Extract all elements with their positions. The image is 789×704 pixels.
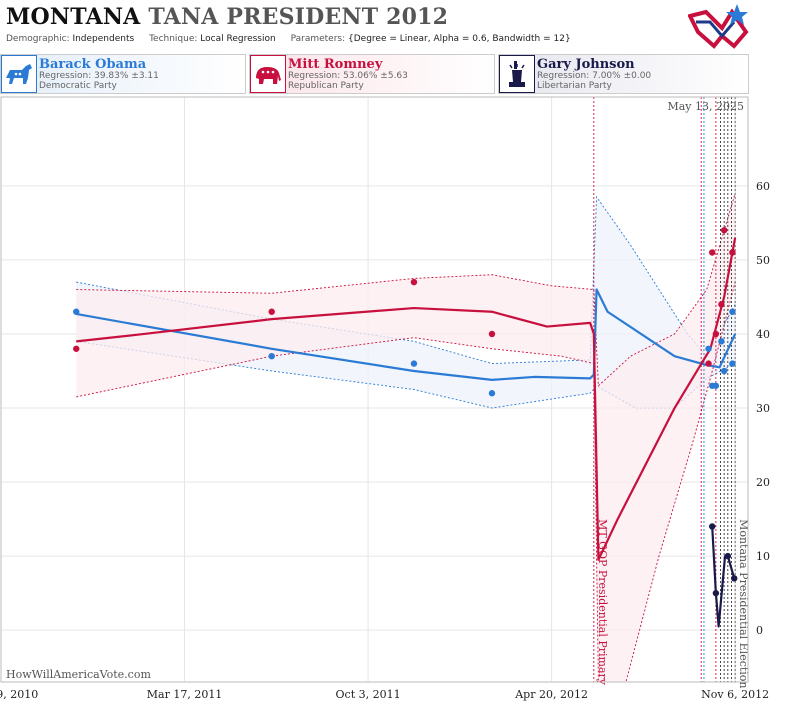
candidate-name: Barack Obama [39, 57, 147, 72]
candidate-party: Republican Party [288, 81, 364, 91]
poll-point [720, 367, 728, 375]
poll-point [705, 360, 712, 367]
poll-point [729, 308, 736, 315]
plot-frame [0, 96, 749, 683]
donkey-icon [1, 55, 37, 93]
poll-point [705, 345, 712, 352]
poll-point [709, 249, 716, 256]
header: MONTANA TANA PRESIDENT 2012 Demographic:… [0, 0, 789, 52]
band-lower-line [76, 282, 736, 683]
poll-point [709, 523, 716, 530]
candidate-name: Mitt Romney [288, 57, 383, 72]
poll-point [729, 360, 736, 367]
y-tick-label: 30 [756, 402, 770, 415]
poll-point [73, 308, 80, 315]
poll-point [724, 552, 732, 560]
candidate-regression: Regression: 7.00% ±0.00 [537, 71, 652, 81]
x-tick-label: Mar 17, 2011 [147, 688, 223, 701]
candidate-card-obama[interactable]: Barack Obama Regression: 39.83% ±3.11 De… [0, 54, 246, 94]
y-tick-label: 0 [756, 624, 763, 637]
event-label: Montana Presidential Election [737, 519, 750, 688]
poll-point [73, 345, 80, 352]
poll-point [410, 278, 418, 286]
candidate-regression: Regression: 53.06% ±5.63 [288, 71, 408, 81]
poll-points [73, 227, 738, 597]
y-tick-label: 10 [756, 550, 770, 563]
candidate-party: Democratic Party [39, 81, 117, 91]
parameters-line: Demographic: Independents Technique: Loc… [6, 34, 571, 44]
x-tick-label: Apr 20, 2012 [514, 688, 588, 701]
poll-point [712, 330, 720, 338]
statue-of-liberty-icon [499, 55, 535, 93]
poll-point [718, 301, 725, 308]
parameters-label: Parameters: [290, 34, 346, 44]
y-tick-label: 50 [756, 254, 770, 267]
event-label: MT GOP Presidential Primary [596, 519, 609, 686]
candidate-regression: Regression: 39.83% ±3.11 [39, 71, 159, 81]
demographic-value: Independents [72, 34, 135, 44]
poll-point [712, 589, 720, 597]
poll-point [712, 382, 720, 389]
poll-point [268, 308, 275, 315]
poll-point [268, 352, 275, 360]
y-tick-label: 20 [756, 476, 770, 489]
candidate-card-romney[interactable]: Mitt Romney Regression: 53.06% ±5.63 Rep… [249, 54, 495, 94]
candidate-card-johnson[interactable]: Gary Johnson Regression: 7.00% ±0.00 Lib… [498, 54, 749, 94]
technique-value: Local Regression [200, 34, 276, 44]
title-state: MONTANA [6, 4, 141, 30]
elephant-icon [250, 55, 286, 93]
y-tick-label: 40 [756, 328, 770, 341]
confidence-band [76, 193, 736, 683]
candidate-legend: Barack Obama Regression: 39.83% ±3.11 De… [0, 54, 749, 94]
event-lines [593, 97, 736, 682]
axis-labels: 0 10 20 30 40 50 60 Aug 29, 2010 Mar 17, 2011 Oct… [0, 100, 770, 701]
technique-label: Technique: [149, 34, 198, 44]
title-rest: TANA PRESIDENT 2012 [148, 4, 449, 30]
parameters-value: {Degree = Linear, Alpha = 0.6, Bandwidth… [348, 34, 571, 44]
chart: 0 10 20 30 40 50 60 Aug 29, 2010 Mar 17, 2011 Oct… [0, 96, 770, 701]
regression-line [76, 237, 737, 561]
x-tick-label: Aug 29, 2010 [0, 688, 38, 701]
page-title: MONTANA TANA PRESIDENT 2012 [6, 4, 448, 30]
poll-point [410, 360, 418, 367]
poll-point [488, 390, 496, 397]
regression-line [711, 526, 736, 628]
poll-point [720, 227, 728, 234]
x-tick-label: Nov 6, 2012 [701, 688, 769, 701]
demographic-label: Demographic: [6, 34, 70, 44]
date-label: May 13, 2025 [667, 100, 744, 113]
poll-point [718, 338, 725, 345]
confidence-bands [76, 193, 736, 683]
candidate-party: Libertarian Party [537, 81, 612, 91]
y-tick-label: 60 [756, 180, 770, 193]
poll-point [731, 575, 738, 582]
site-logo-icon[interactable] [688, 2, 750, 50]
candidate-name: Gary Johnson [537, 57, 635, 72]
poll-point [729, 249, 736, 256]
poll-point [488, 330, 496, 338]
watermark: HowWillAmericaVote.com [6, 668, 151, 681]
x-tick-label: Oct 3, 2011 [336, 688, 401, 701]
